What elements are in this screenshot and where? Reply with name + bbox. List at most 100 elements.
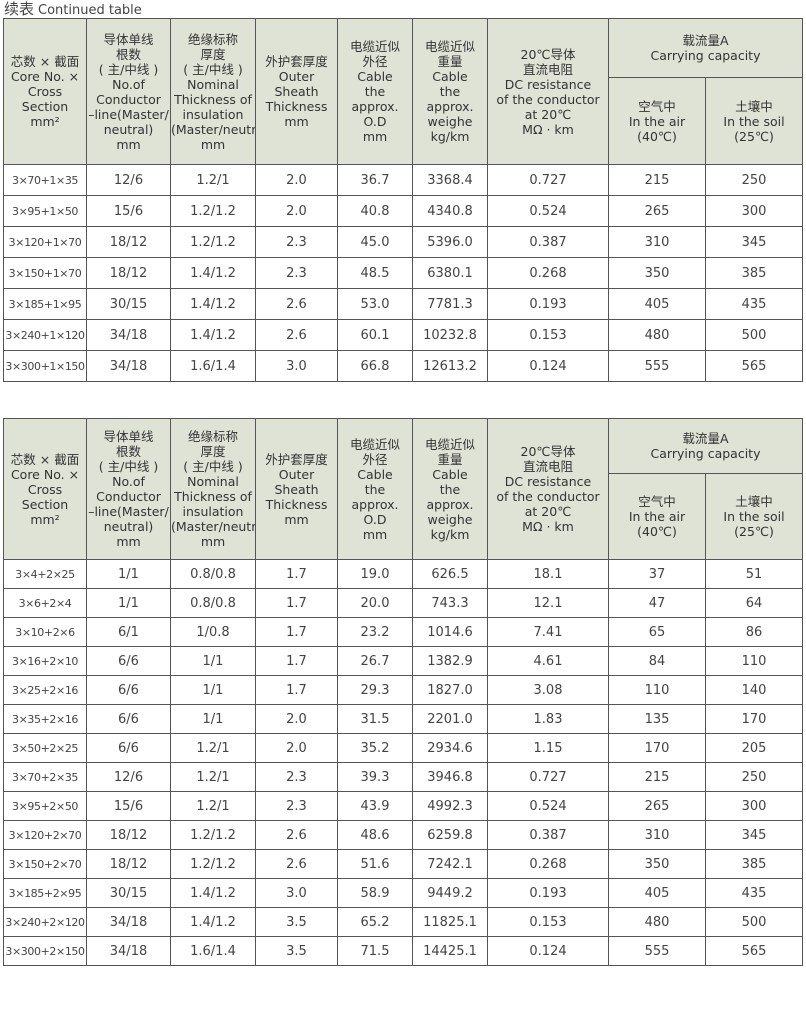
table-cell: 19.0 bbox=[337, 559, 413, 589]
table-cell: 385 bbox=[704, 849, 804, 879]
table-row: 3×300+2×150 34/18 1.6/1.4 3.5 71.5 14425.1 0.1… bbox=[3, 936, 804, 966]
table-cell: 500 bbox=[704, 319, 804, 351]
table-cell: 2.0 bbox=[255, 704, 338, 734]
table-cell: 2.0 bbox=[255, 164, 338, 196]
header-air: 空气中 In the air (40℃) bbox=[608, 77, 706, 165]
table-cell: 1827.0 bbox=[412, 675, 488, 705]
table-cell: 23.2 bbox=[337, 617, 413, 647]
table-cell: 5396.0 bbox=[412, 226, 488, 258]
table-cell: 2.6 bbox=[255, 288, 338, 320]
table-cell: 385 bbox=[704, 257, 804, 289]
table-cell: 30/15 bbox=[86, 878, 171, 908]
header-weight: 电缆近似 重量 Cable the approx. weighe kg/km bbox=[412, 18, 488, 165]
table-cell: 18/12 bbox=[86, 257, 171, 289]
table-cell: 1.15 bbox=[487, 733, 609, 763]
table-cell: 1.83 bbox=[487, 704, 609, 734]
table-cell: 15/6 bbox=[86, 195, 171, 227]
header-sheath: 外护套厚度 Outer Sheath Thickness mm bbox=[255, 18, 338, 165]
table-cell: 1.4/1.2 bbox=[170, 288, 256, 320]
table-cell: 2.0 bbox=[255, 195, 338, 227]
table-cell: 215 bbox=[608, 762, 706, 792]
table-cell: 3.5 bbox=[255, 907, 338, 937]
table-cell: 64 bbox=[704, 588, 804, 618]
table-cell: 1.4/1.2 bbox=[170, 878, 256, 908]
table-cell: 45.0 bbox=[337, 226, 413, 258]
table-cell: 110 bbox=[608, 675, 706, 705]
table-cell: 84 bbox=[608, 646, 706, 676]
table-cell: 350 bbox=[608, 257, 706, 289]
table-row: 3×240+2×120 34/18 1.4/1.2 3.5 65.2 11825.1 0.1… bbox=[3, 907, 804, 937]
header-air: 空气中 In the air (40℃) bbox=[608, 473, 706, 560]
table-cell: 3×120+1×70 bbox=[3, 226, 87, 258]
table-cell: 350 bbox=[608, 849, 706, 879]
table-cell: 480 bbox=[608, 319, 706, 351]
table-cell: 1.7 bbox=[255, 617, 338, 647]
table-cell: 0.8/0.8 bbox=[170, 559, 256, 589]
table-cell: 3×240+2×120 bbox=[3, 907, 87, 937]
cable-table-1: 芯数 × 截面 Core No. × Cross Section mm² 导体单线… bbox=[3, 18, 804, 382]
table-cell: 3×16+2×10 bbox=[3, 646, 87, 676]
table-cell: 1382.9 bbox=[412, 646, 488, 676]
header-soil: 土壤中 In the soil (25℃) bbox=[704, 77, 804, 165]
table-cell: 2.3 bbox=[255, 762, 338, 792]
table-cell: 3×150+1×70 bbox=[3, 257, 87, 289]
table-cell: 58.9 bbox=[337, 878, 413, 908]
table-cell: 3×300+2×150 bbox=[3, 936, 87, 966]
table-cell: 71.5 bbox=[337, 936, 413, 966]
table-row: 3×50+2×25 6/6 1.2/1 2.0 35.2 2934.6 1.15 170 205 bbox=[3, 733, 804, 763]
table-row: 3×16+2×10 6/6 1/1 1.7 26.7 1382.9 4.61 84 110 bbox=[3, 646, 804, 676]
table-cell: 0.124 bbox=[487, 936, 609, 966]
table-cell: 1/1 bbox=[170, 646, 256, 676]
table-cell: 0.727 bbox=[487, 164, 609, 196]
table-row: 3×70+1×35 12/6 1.2/1 2.0 36.7 3368.4 0.727 215 2… bbox=[3, 164, 804, 196]
table-cell: 3×240+1×120 bbox=[3, 319, 87, 351]
table-cell: 3×300+1×150 bbox=[3, 350, 87, 382]
table-cell: 0.124 bbox=[487, 350, 609, 382]
header-soil: 土壤中 In the soil (25℃) bbox=[704, 473, 804, 560]
table-cell: 300 bbox=[704, 195, 804, 227]
table-cell: 86 bbox=[704, 617, 804, 647]
header-conductor: 导体单线 根数 ( 主/中线 ) No.of Conductor –line(M… bbox=[86, 418, 171, 560]
table-cell: 170 bbox=[704, 704, 804, 734]
table-cell: 34/18 bbox=[86, 907, 171, 937]
table-cell: 7781.3 bbox=[412, 288, 488, 320]
table-cell: 0.387 bbox=[487, 226, 609, 258]
table-cell: 555 bbox=[608, 936, 706, 966]
table-cell: 3×185+2×95 bbox=[3, 878, 87, 908]
table-cell: 1.7 bbox=[255, 588, 338, 618]
table-cell: 18/12 bbox=[86, 226, 171, 258]
header-resistance: 20℃导体 直流电阻 DC resistance of the conducto… bbox=[487, 418, 609, 560]
table-cell: 1.2/1.2 bbox=[170, 195, 256, 227]
table-cell: 29.3 bbox=[337, 675, 413, 705]
table-cell: 3.0 bbox=[255, 350, 338, 382]
table-cell: 15/6 bbox=[86, 791, 171, 821]
table-cell: 12.1 bbox=[487, 588, 609, 618]
table-cell: 20.0 bbox=[337, 588, 413, 618]
table-cell: 6/6 bbox=[86, 704, 171, 734]
table-cell: 170 bbox=[608, 733, 706, 763]
table-cell: 0.387 bbox=[487, 820, 609, 850]
table-cell: 3×50+2×25 bbox=[3, 733, 87, 763]
table-cell: 405 bbox=[608, 878, 706, 908]
table-cell: 39.3 bbox=[337, 762, 413, 792]
table-cell: 1.7 bbox=[255, 559, 338, 589]
header-conductor: 导体单线 根数 ( 主/中线 ) No.of Conductor –line(M… bbox=[86, 18, 171, 165]
table-cell: 626.5 bbox=[412, 559, 488, 589]
table-cell: 3×95+2×50 bbox=[3, 791, 87, 821]
table-cell: 1.2/1 bbox=[170, 164, 256, 196]
table-cell: 480 bbox=[608, 907, 706, 937]
table-cell: 6/1 bbox=[86, 617, 171, 647]
table-row: 3×300+1×150 34/18 1.6/1.4 3.0 66.8 12613.2 0.1… bbox=[3, 350, 804, 382]
table-cell: 1/1 bbox=[86, 559, 171, 589]
title-cn: 续表 bbox=[4, 0, 35, 18]
table-cell: 3.0 bbox=[255, 878, 338, 908]
table-cell: 9449.2 bbox=[412, 878, 488, 908]
table-cell: 1.4/1.2 bbox=[170, 907, 256, 937]
table-cell: 565 bbox=[704, 350, 804, 382]
table-cell: 40.8 bbox=[337, 195, 413, 227]
header-core: 芯数 × 截面 Core No. × Cross Section mm² bbox=[3, 418, 87, 560]
header-capacity: 载流量A Carrying capacity bbox=[607, 18, 804, 78]
table-cell: 3×25+2×16 bbox=[3, 675, 87, 705]
table-cell: 1/1 bbox=[86, 588, 171, 618]
table-cell: 31.5 bbox=[337, 704, 413, 734]
